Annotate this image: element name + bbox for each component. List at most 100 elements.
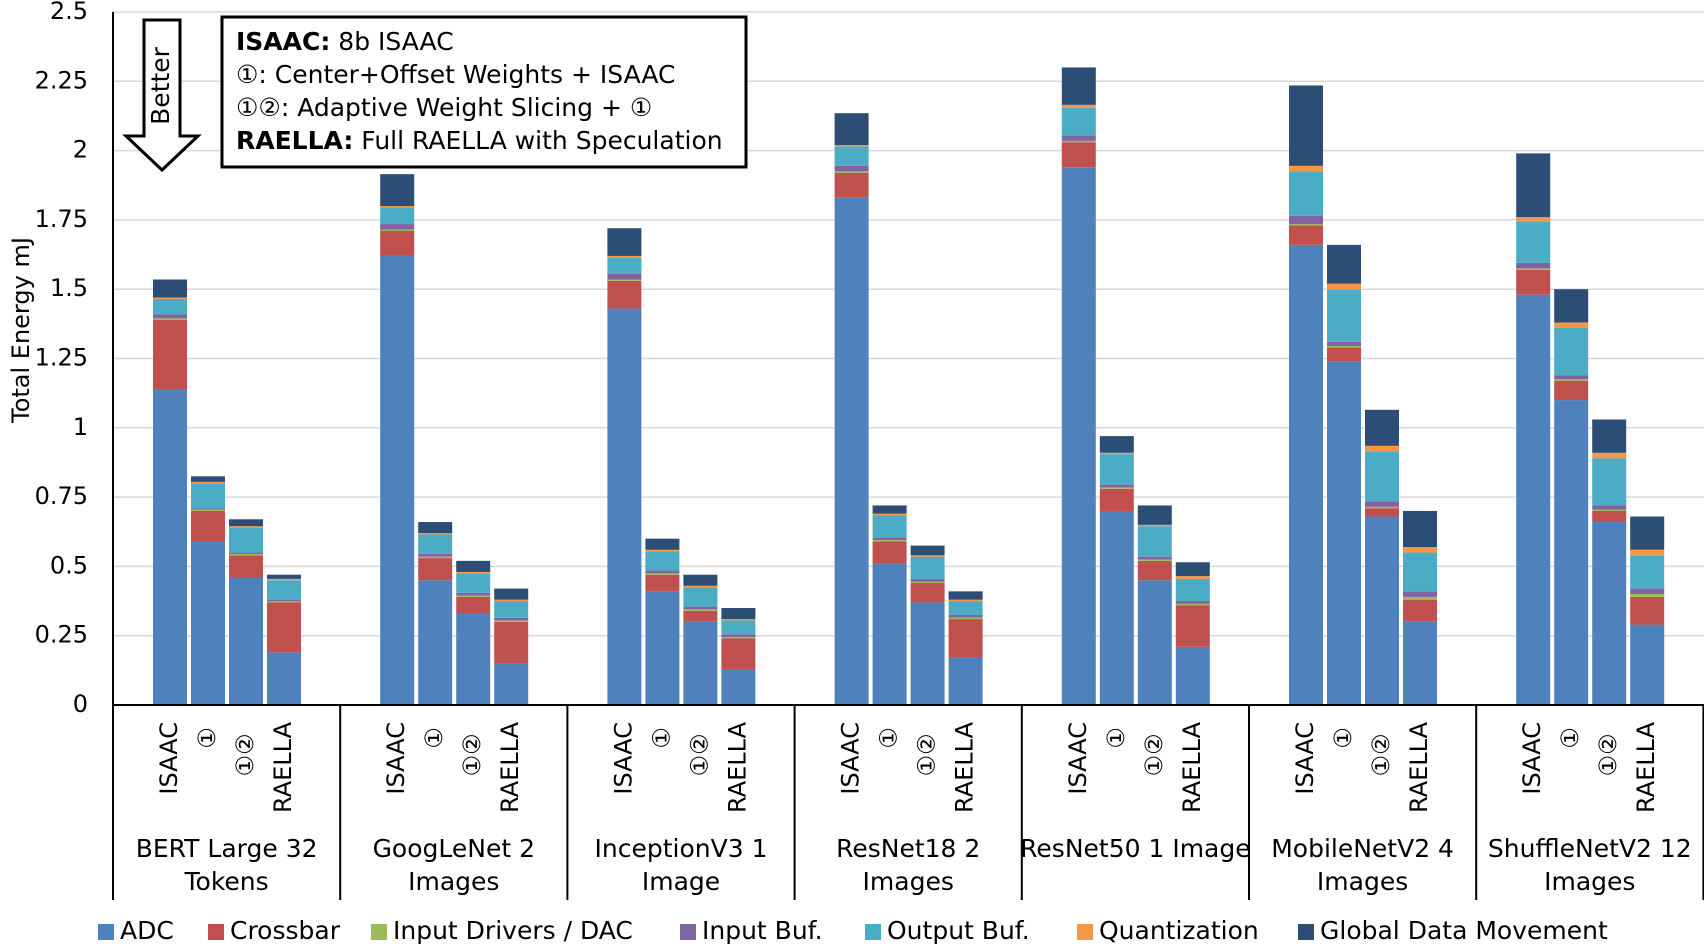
bar-segment-global-data-movement xyxy=(834,113,869,146)
bar-segment-input-buf- xyxy=(683,606,718,610)
y-axis-title: Total Energy mJ xyxy=(7,237,35,424)
bar-segment-input-buf- xyxy=(872,537,907,541)
bar-segment-adc xyxy=(872,563,907,705)
note-line: ISAAC: 8b ISAAC xyxy=(236,27,454,56)
bar-segment-global-data-movement xyxy=(1137,505,1172,525)
bar-segment-global-data-movement xyxy=(1592,419,1627,453)
bar-segment-input-drivers-dac xyxy=(267,601,301,603)
bar-segment-crossbar xyxy=(1099,488,1134,511)
y-tick-label: 1 xyxy=(73,413,88,441)
bar-label: ① xyxy=(1556,727,1584,749)
bar-segment-adc xyxy=(1630,624,1665,705)
bar-segment-adc xyxy=(721,668,756,705)
bar-label: ISAAC xyxy=(155,722,183,795)
legend-swatch xyxy=(680,924,696,940)
bar-segment-input-drivers-dac xyxy=(1554,379,1589,381)
legend-label: Quantization xyxy=(1099,916,1259,945)
bar-segment-input-buf- xyxy=(1403,591,1437,597)
bar-segment-input-buf- xyxy=(834,165,869,172)
bar-segment-global-data-movement xyxy=(910,545,945,556)
bar-segment-output-buf- xyxy=(645,551,680,571)
bar-segment-quantization xyxy=(418,533,453,535)
bar-segment-input-drivers-dac xyxy=(418,556,453,559)
bar-segment-input-drivers-dac xyxy=(607,279,642,281)
bar-segment-quantization xyxy=(1554,322,1589,329)
bar-segment-crossbar xyxy=(1175,605,1210,647)
bar-segment-crossbar xyxy=(153,319,187,389)
bar-segment-adc xyxy=(494,663,529,705)
bar-segment-output-buf- xyxy=(267,580,301,600)
bar-segment-output-buf- xyxy=(191,483,225,509)
bar-segment-input-buf- xyxy=(1516,262,1551,269)
bar-segment-input-buf- xyxy=(1365,501,1399,507)
bar-segment-quantization xyxy=(1592,452,1627,459)
bar-segment-input-buf- xyxy=(607,273,642,280)
legend-label: ADC xyxy=(120,916,174,945)
legend-swatch xyxy=(1077,924,1093,940)
bar-segment-crossbar xyxy=(418,558,453,581)
bar-segment-output-buf- xyxy=(380,207,415,225)
bar-label: ①② xyxy=(685,733,713,776)
bar-segment-adc xyxy=(418,580,453,705)
bar-segment-adc xyxy=(1289,244,1323,705)
bar-segment-input-drivers-dac xyxy=(683,609,718,611)
bar-segment-crossbar xyxy=(494,621,529,664)
y-tick-label: 1.5 xyxy=(50,274,88,302)
bar-segment-crossbar xyxy=(1554,380,1589,401)
bar-label: RAELLA xyxy=(723,721,751,813)
bar-segment-input-buf- xyxy=(948,614,983,618)
bar-label: ①② xyxy=(231,733,259,776)
bar-label: RAELLA xyxy=(1178,721,1206,813)
bar-segment-global-data-movement xyxy=(1175,562,1210,577)
bar-segment-output-buf- xyxy=(948,601,983,615)
bar-segment-input-buf- xyxy=(1175,601,1210,604)
bar-segment-crossbar xyxy=(191,510,225,542)
bar-segment-quantization xyxy=(1403,546,1437,553)
bar-segment-crossbar xyxy=(1516,269,1551,295)
bar-segment-input-drivers-dac xyxy=(721,637,756,639)
bar-segment-input-drivers-dac xyxy=(380,229,415,231)
bar-segment-input-drivers-dac xyxy=(229,553,263,556)
bar-segment-adc xyxy=(1592,522,1627,705)
bar-segment-quantization xyxy=(910,555,945,557)
bar-segment-input-buf- xyxy=(721,634,756,638)
bar-segment-input-buf- xyxy=(1327,341,1361,347)
bar-segment-adc xyxy=(910,602,945,705)
bar-label: ① xyxy=(1329,727,1357,749)
group-label: ResNet18 2 xyxy=(836,834,980,863)
bar-segment-global-data-movement xyxy=(456,560,491,572)
bar-segment-adc xyxy=(1099,510,1134,705)
bar-segment-adc xyxy=(1061,167,1096,705)
bar-segment-crossbar xyxy=(948,619,983,658)
bar-segment-adc xyxy=(1365,516,1399,705)
bar-segment-input-drivers-dac xyxy=(1137,559,1172,561)
bar-segment-output-buf- xyxy=(1630,555,1665,589)
bar-label: RAELLA xyxy=(269,721,297,813)
note-line: ①: Center+Offset Weights + ISAAC xyxy=(236,60,676,89)
bar-segment-global-data-movement xyxy=(1630,516,1665,550)
bar-segment-input-buf- xyxy=(418,553,453,557)
bar-segment-input-drivers-dac xyxy=(1099,487,1134,489)
bar-segment-input-buf- xyxy=(267,599,301,602)
legend-swatch xyxy=(371,924,387,940)
bar-segment-global-data-movement xyxy=(1554,289,1589,323)
bar-segment-global-data-movement xyxy=(1327,244,1361,284)
bar-segment-input-buf- xyxy=(229,552,263,554)
bar-label: ISAAC xyxy=(837,722,865,795)
group-label: MobileNetV2 4 xyxy=(1271,834,1454,863)
legend: ADC Crossbar Input Drivers / DAC Input Buf.… xyxy=(98,916,1608,945)
bar-segment-output-buf- xyxy=(1403,552,1437,592)
bar-segment-adc xyxy=(267,652,301,705)
bar-label: ① xyxy=(420,727,448,749)
bar-segment-adc xyxy=(1516,294,1551,705)
group-label: Images xyxy=(863,867,954,896)
bar-segment-quantization xyxy=(721,619,756,621)
bar-segment-adc xyxy=(153,388,187,705)
bar-label: ① xyxy=(875,727,903,749)
bar-segment-global-data-movement xyxy=(1365,409,1399,446)
bar-segment-output-buf- xyxy=(1289,171,1323,216)
y-tick-label: 0.5 xyxy=(50,551,88,579)
annotation: Better ISAAC: 8b ISAAC ①: Center+Offset We… xyxy=(122,15,748,173)
bar-segment-crossbar xyxy=(1592,510,1627,523)
